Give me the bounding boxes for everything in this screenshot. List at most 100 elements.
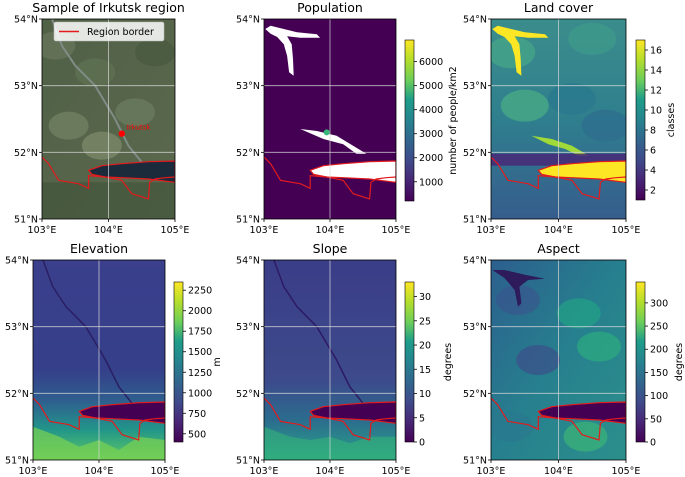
colorbar-tick-label: 3000 — [419, 129, 443, 140]
colorbar-tick-label: 6 — [650, 146, 656, 157]
colorbar-label: classes — [666, 103, 677, 137]
landcover-patch — [548, 83, 596, 115]
colorbar-label: number of people/km2 — [448, 66, 459, 174]
colorbar-tick-label: 14 — [650, 66, 662, 77]
colorbar-tick-label: 2000 — [419, 153, 443, 164]
y-tick-label: 53°N — [236, 81, 260, 92]
colorbar-tick-label: 1000 — [188, 388, 212, 399]
y-tick-label: 52°N — [5, 389, 29, 400]
colorbar-tick-label: 500 — [188, 429, 206, 440]
y-tick-label: 54°N — [463, 15, 487, 26]
lake-border — [537, 160, 626, 183]
y-tick-label: 51°N — [236, 215, 260, 226]
y-tick-label: 54°N — [463, 256, 487, 267]
y-tick-label: 51°N — [5, 456, 29, 467]
map-image — [491, 260, 626, 460]
landcover-patch — [568, 23, 617, 55]
y-tick-label: 53°N — [463, 322, 487, 333]
x-tick-label: 103°E — [250, 466, 279, 477]
y-tick-label: 51°N — [463, 215, 487, 226]
y-tick-label: 53°N — [5, 322, 29, 333]
colorbar-tick-label: 30 — [419, 292, 431, 303]
chart-title: Land cover — [524, 0, 594, 15]
chart-title: Sample of Irkutsk region — [32, 0, 185, 15]
colorbar: 2 4 6 8 10 12 14 16 classes — [635, 39, 677, 201]
legend: Region border — [53, 21, 165, 42]
aspect-patch — [516, 345, 561, 375]
colorbar-label: degrees — [443, 343, 454, 381]
colorbar: 0 50 100 150 200 250 300 degrees — [635, 281, 685, 449]
y-tick-label: 54°N — [5, 256, 29, 267]
y-tick-label: 51°N — [236, 456, 260, 467]
colorbar-tick-label: 2000 — [188, 306, 212, 317]
colorbar-tick-label: 1000 — [419, 177, 443, 188]
y-tick-label: 54°N — [236, 256, 260, 267]
lake-border — [309, 160, 396, 183]
x-tick-label: 103°E — [477, 466, 506, 477]
field-patch — [48, 111, 89, 140]
colorbar-tick-label: 25 — [419, 316, 431, 327]
city-hotspot — [323, 129, 330, 136]
colorbar-tick-label: 0 — [419, 438, 425, 449]
aspect-patch — [491, 411, 534, 442]
y-tick-label: 52°N — [236, 148, 260, 159]
chart-title: Elevation — [70, 241, 128, 256]
aspect-patch — [563, 421, 608, 452]
colorbar-tick-label: 250 — [650, 322, 668, 333]
colorbar-gradient — [404, 281, 415, 443]
subplot-2: Population 103°E 104°E 105°E 51°N 52°N 53°N 54°… — [236, 0, 459, 236]
colorbar-tick-label: 1750 — [188, 327, 212, 338]
x-tick-label: 105°E — [382, 225, 411, 236]
y-tick-label: 53°N — [463, 81, 487, 92]
field-patch — [81, 131, 122, 160]
field-patch — [135, 38, 175, 67]
x-tick-label: 103°E — [250, 225, 279, 236]
colorbar-tick-label: 50 — [650, 414, 662, 425]
x-tick-label: 104°E — [544, 225, 573, 236]
y-tick-label: 51°N — [463, 456, 487, 467]
colorbar: 0 5 10 15 20 25 30 degrees — [404, 281, 454, 449]
colorbar-gradient — [404, 39, 415, 202]
aspect-patch — [577, 331, 621, 362]
colorbar-tick-label: 2 — [650, 186, 656, 197]
legend-label: Region border — [87, 27, 154, 38]
reservoir-nodata — [265, 25, 321, 76]
colorbar-tick-label: 750 — [188, 409, 206, 420]
y-tick-label: 54°N — [236, 15, 260, 26]
x-tick-label: 105°E — [612, 466, 641, 477]
colorbar-label: m — [212, 357, 223, 366]
subplot-6: Aspect 103°E 104°E 105°E 51°N 52°N 53°N 54°N 0 50… — [463, 241, 685, 477]
y-tick-label: 52°N — [463, 148, 487, 159]
colorbar-tick-label: 200 — [650, 345, 668, 356]
x-tick-label: 104°E — [544, 466, 573, 477]
colorbar-tick-label: 300 — [650, 298, 668, 309]
colorbar-tick-label: 10 — [650, 106, 662, 117]
subplot-5: Slope 103°E 104°E 105°E 51°N 52°N 53°N 54°N 0 5 10… — [236, 241, 454, 477]
colorbar-tick-label: 0 — [650, 438, 656, 449]
chart-title: Population — [297, 0, 363, 15]
colorbar: 500 750 1000 1250 1500 1750 2000 2250 m — [173, 281, 223, 443]
x-tick-label: 103°E — [477, 225, 506, 236]
x-tick-label: 103°E — [28, 225, 57, 236]
colorbar-tick-label: 100 — [650, 391, 668, 402]
colorbar-gradient — [635, 281, 646, 443]
subplot-1: Sample of Irkutsk region 103°E 104°E 105°E 5… — [14, 0, 189, 236]
y-tick-label: 51°N — [14, 215, 38, 226]
colorbar-tick-label: 10 — [419, 389, 431, 400]
x-tick-label: 104°E — [316, 225, 345, 236]
colorbar-tick-label: 5000 — [419, 81, 443, 92]
y-tick-label: 53°N — [236, 322, 260, 333]
colorbar-tick-label: 8 — [650, 126, 656, 137]
colorbar-tick-label: 150 — [650, 368, 668, 379]
colorbar-tick-label: 6000 — [419, 57, 443, 68]
city-marker — [118, 130, 126, 137]
colorbar-tick-label: 15 — [419, 365, 431, 376]
x-tick-label: 104°E — [94, 225, 123, 236]
colorbar-tick-label: 5 — [419, 413, 425, 424]
lake-border — [537, 401, 626, 424]
lake-border — [87, 160, 175, 183]
colorbar-tick-label: 16 — [650, 46, 662, 57]
colorbar-tick-label: 1250 — [188, 368, 212, 379]
reservoir — [492, 270, 545, 307]
